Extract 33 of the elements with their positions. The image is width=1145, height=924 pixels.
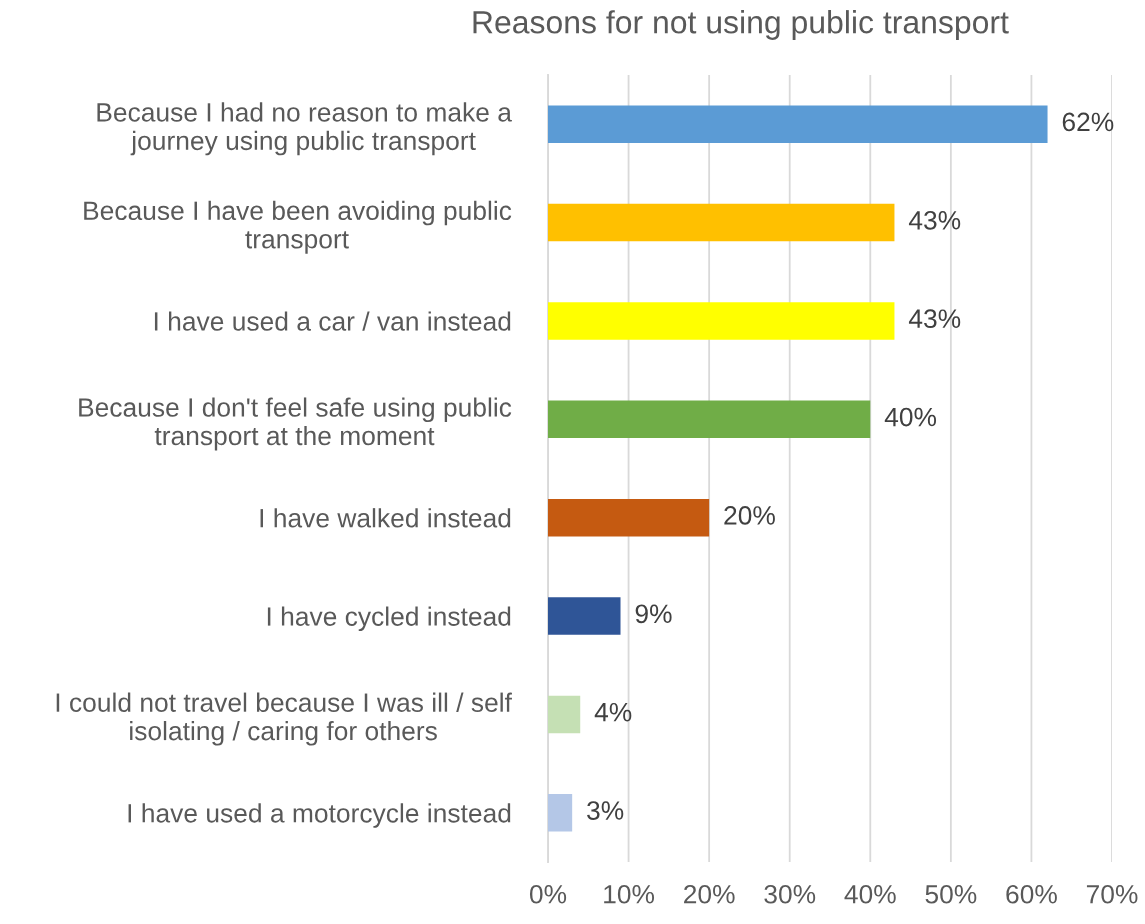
bar: [548, 499, 710, 537]
bar: [548, 597, 621, 635]
data-label: 62%: [1062, 112, 1114, 132]
x-tick-label: 50%: [925, 884, 977, 904]
x-tick-label: 0%: [529, 884, 567, 904]
bar: [548, 794, 573, 832]
y-tick-label: I have used a car / van instead: [154, 311, 511, 331]
data-label: 4%: [594, 702, 632, 722]
x-tick-label: 20%: [684, 884, 735, 904]
data-label: 43%: [908, 309, 961, 329]
data-label: 43%: [908, 210, 961, 230]
y-tick-label: Because I have been avoiding public transport: [84, 200, 512, 254]
x-tick-label: 10%: [604, 884, 655, 904]
y-tick-label: I have walked instead: [260, 508, 511, 528]
y-tick-label: Because I had no reason to make a journey using public transport: [97, 102, 512, 156]
bar: [548, 302, 895, 340]
bar: [548, 203, 895, 242]
y-tick-label: Because I don't feel safe using public transport at the moment: [79, 397, 512, 451]
data-label: 3%: [587, 801, 624, 820]
y-tick-label: I could not travel because I was ill / self isolating / caring for others: [56, 692, 512, 746]
y-tick-label: I have used a motorcycle instead: [128, 803, 511, 828]
bar: [548, 105, 1048, 143]
bar: [548, 695, 581, 734]
x-tick-label: 70%: [1086, 884, 1138, 904]
data-label: 20%: [724, 506, 775, 525]
y-tick-label: I have cycled instead: [267, 606, 511, 632]
bar: [548, 400, 871, 438]
data-label: 9%: [635, 604, 672, 624]
x-tick-label: 30%: [764, 884, 816, 904]
chart-title: Reasons for not using public transport: [473, 10, 1009, 40]
x-tick-label: 60%: [1006, 884, 1057, 904]
x-tick-label: 40%: [844, 884, 896, 904]
data-label: 40%: [884, 407, 937, 427]
